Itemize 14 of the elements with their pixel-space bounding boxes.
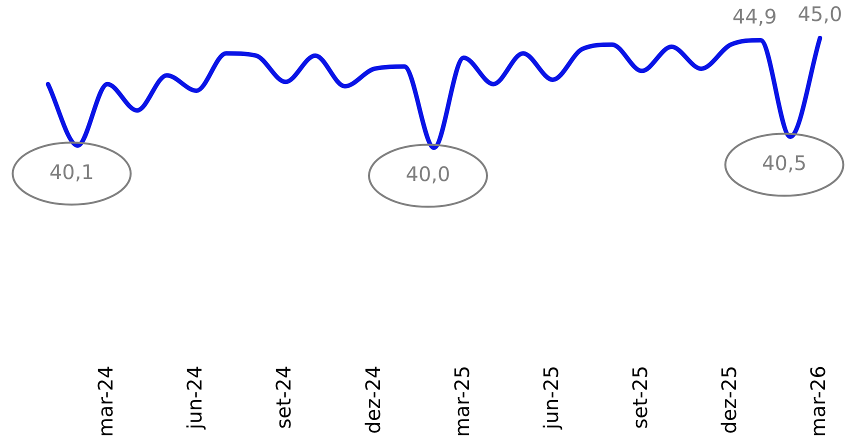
x-tick-label: dez-24: [360, 366, 385, 434]
data-label: 45,0: [798, 2, 842, 26]
data-label: 40,0: [406, 162, 450, 186]
data-label: 40,1: [49, 160, 94, 184]
x-tick-label: jun-24: [182, 366, 207, 430]
x-tick-label: mar-25: [450, 366, 474, 438]
x-tick-label: mar-24: [94, 366, 118, 438]
data-label: 40,5: [762, 151, 807, 176]
x-tick-label: mar-26: [806, 366, 830, 438]
x-tick-label: jun-25: [538, 366, 563, 430]
x-tick-label: set-24: [272, 366, 296, 429]
x-tick-label: dez-25: [717, 366, 742, 434]
data-label: 44,9: [732, 4, 777, 28]
x-tick-label: set-25: [628, 366, 652, 429]
